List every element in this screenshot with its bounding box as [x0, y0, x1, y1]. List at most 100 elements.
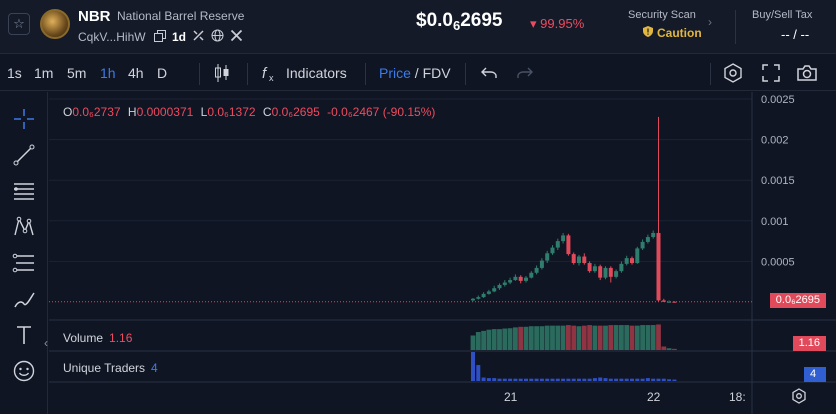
- interval-1h[interactable]: 1h: [100, 65, 116, 81]
- indicators-button[interactable]: Indicators: [286, 65, 347, 81]
- volume-bar: [513, 327, 518, 350]
- chevron-right-icon[interactable]: ›: [708, 15, 712, 29]
- collapse-toolbar-icon[interactable]: ‹: [44, 336, 48, 350]
- interval-1m[interactable]: 1m: [34, 65, 54, 81]
- chart-settings-icon[interactable]: [791, 388, 807, 409]
- emoji-icon[interactable]: [11, 358, 37, 384]
- fdv-option[interactable]: FDV: [422, 65, 451, 81]
- candle-body: [651, 232, 656, 238]
- volume-bar: [534, 326, 539, 350]
- fullscreen-icon[interactable]: [760, 62, 782, 84]
- crosshair-icon[interactable]: [11, 106, 37, 132]
- pattern-icon[interactable]: [11, 214, 37, 240]
- price-option[interactable]: Price: [379, 65, 411, 81]
- volume-bar: [656, 324, 661, 350]
- traders-bar: [539, 378, 544, 381]
- candle-body: [608, 267, 613, 277]
- candle-body: [471, 298, 475, 301]
- change-value: -0.0₆2467 (-90.15%): [327, 105, 436, 119]
- traders-bar: [651, 378, 656, 381]
- fib-levels-icon[interactable]: [11, 250, 37, 276]
- volume-bar: [550, 325, 555, 350]
- traders-bar: [518, 378, 523, 381]
- traders-bar: [550, 378, 555, 381]
- volume-bar: [502, 328, 508, 350]
- volume-pane-label: Volume 1.16: [63, 331, 133, 345]
- undo-icon[interactable]: [478, 62, 500, 84]
- social-link-icon[interactable]: [192, 29, 205, 45]
- volume-bar: [470, 335, 476, 350]
- candle-body: [645, 237, 650, 242]
- chart-canvas[interactable]: 0.0025 0.002 0.0015 0.001 0.0005 21 22 18:: [49, 92, 836, 414]
- price-chart[interactable]: 0.0025 0.002 0.0015 0.001 0.0005 21 22 18: O0.0…: [49, 92, 836, 414]
- volume-bar: [603, 325, 608, 350]
- volume-value-tag: 1.16: [792, 336, 826, 351]
- candle-body: [571, 254, 576, 264]
- copy-icon[interactable]: [154, 29, 166, 45]
- text-tool-icon[interactable]: [11, 322, 37, 348]
- favorite-star-button[interactable]: ☆: [8, 13, 30, 35]
- traders-pane-label: Unique Traders 4: [63, 361, 158, 375]
- volume-bar: [629, 325, 635, 350]
- security-scan-status[interactable]: Caution: [643, 26, 702, 40]
- traders-bar: [582, 378, 587, 381]
- candle-body: [619, 263, 624, 272]
- interval-d[interactable]: D: [157, 65, 168, 81]
- horizontal-lines-icon[interactable]: [11, 178, 37, 204]
- volume-bar: [597, 325, 603, 350]
- volume-bar: [587, 325, 592, 350]
- traders-bar: [645, 378, 650, 381]
- traders-bar: [555, 378, 560, 381]
- traders-bar: [529, 378, 534, 381]
- traders-bar: [672, 379, 677, 381]
- candle-body: [524, 277, 528, 281]
- down-triangle-icon: ▾: [530, 16, 537, 31]
- trend-line-icon[interactable]: [11, 142, 37, 168]
- traders-bar: [656, 378, 661, 381]
- candle-body: [672, 301, 677, 303]
- traders-bar: [592, 378, 597, 381]
- candle-body: [640, 241, 645, 249]
- volume-bar: [518, 326, 524, 350]
- token-name: National Barrel Reserve: [117, 9, 245, 23]
- traders-bar: [635, 378, 640, 381]
- interval-4h[interactable]: 4h: [128, 65, 144, 81]
- traders-bar: [587, 378, 592, 381]
- candle-body: [624, 258, 629, 264]
- x-tick-label: 18:: [729, 390, 746, 404]
- volume-bar: [619, 325, 624, 350]
- shield-icon: [643, 26, 653, 40]
- candle-body: [661, 300, 666, 302]
- candle-body: [534, 267, 539, 273]
- volume-bar: [566, 325, 571, 350]
- volume-bar: [592, 325, 598, 350]
- price-fdv-toggle[interactable]: Price / FDV: [379, 65, 451, 81]
- traders-bar: [513, 378, 518, 381]
- traders-bar: [534, 378, 539, 381]
- volume-bar: [497, 329, 502, 350]
- traders-bar: [486, 378, 491, 381]
- brush-icon[interactable]: [11, 286, 37, 312]
- candles-icon[interactable]: [211, 62, 233, 84]
- toolbar-divider: [465, 63, 466, 85]
- traders-bar: [476, 365, 481, 381]
- redo-icon[interactable]: [514, 62, 536, 84]
- security-scan-label[interactable]: Security Scan: [628, 9, 696, 21]
- candle-body: [598, 266, 603, 278]
- interval-1s[interactable]: 1s: [7, 65, 22, 81]
- candle-body: [630, 258, 634, 264]
- traders-bar: [624, 378, 629, 381]
- interval-5m[interactable]: 5m: [67, 65, 87, 81]
- y-tick-label: 0.001: [761, 216, 789, 228]
- camera-icon[interactable]: [796, 62, 818, 84]
- settings-hexagon-icon[interactable]: [722, 62, 744, 84]
- volume-bar: [661, 346, 667, 350]
- token-header: ☆ NBR National Barrel Reserve CqkV...Hih…: [0, 0, 836, 54]
- x-twitter-icon[interactable]: [230, 29, 243, 45]
- globe-icon[interactable]: [211, 29, 224, 45]
- x-tick-label: 22: [647, 390, 661, 404]
- candle-body: [492, 288, 497, 292]
- candle-body: [513, 276, 518, 281]
- token-links: 1d: [154, 29, 243, 45]
